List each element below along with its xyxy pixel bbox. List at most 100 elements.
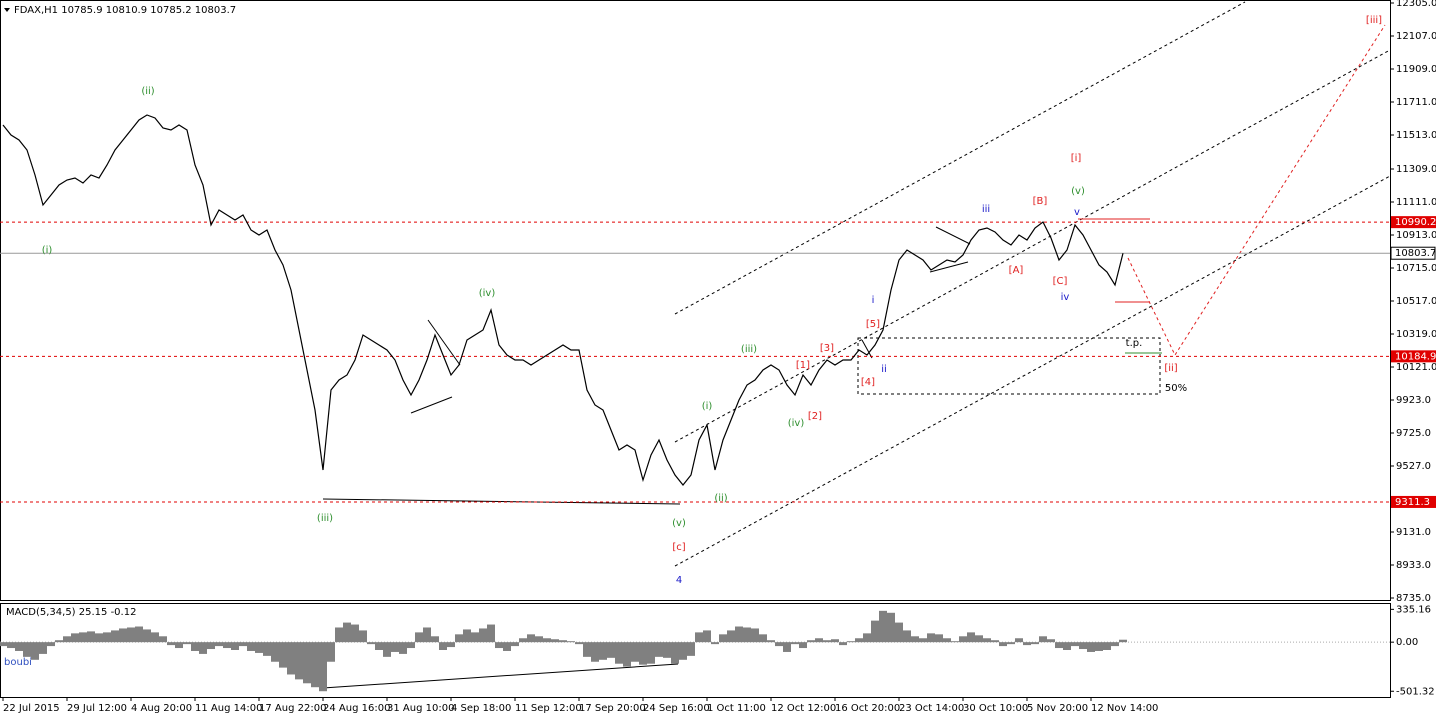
macd-bar: [535, 636, 543, 643]
macd-bar: [335, 627, 343, 643]
y-tick-label: 10121.0: [1396, 362, 1436, 373]
wave-label: [c]: [672, 542, 685, 553]
macd-bar: [263, 642, 271, 656]
y-tick-label: 9725.0: [1396, 428, 1431, 439]
wave-label: (iii): [741, 344, 757, 355]
y-tick-label: 11909.0: [1396, 64, 1436, 75]
y-tick-label: 10715.0: [1396, 263, 1436, 274]
macd-bar: [439, 642, 447, 650]
trend-line: [322, 498, 681, 505]
macd-bar: [1087, 642, 1095, 652]
macd-bar: [879, 610, 887, 643]
macd-bar: [791, 642, 799, 645]
macd-bar: [31, 642, 39, 660]
trend-line: [861, 339, 873, 359]
macd-bar: [527, 634, 535, 643]
wave-label: ii: [881, 364, 887, 375]
x-tick-label: 1 Oct 11:00: [707, 703, 766, 714]
macd-bar: [511, 642, 519, 647]
wave-label: [i]: [1071, 153, 1082, 164]
wave-label: [ii]: [1164, 363, 1177, 374]
last-price-box: [1390, 246, 1436, 260]
x-tick-label: 30 Oct 10:00: [963, 703, 1028, 714]
macd-bar: [375, 642, 383, 650]
macd-bar: [487, 624, 495, 643]
x-tick-label: 12 Oct 12:00: [771, 703, 836, 714]
macd-bar: [239, 642, 247, 647]
y-tick-label: 10913.0: [1396, 230, 1436, 241]
macd-bar: [759, 634, 767, 643]
y-tick-label: 11309.0: [1396, 164, 1436, 175]
macd-bar: [519, 638, 527, 643]
wave-label: [5]: [866, 319, 880, 330]
macd-bar: [23, 642, 31, 657]
macd-bar: [559, 640, 567, 643]
trend-line: [929, 261, 969, 273]
macd-bar: [967, 632, 975, 643]
y-tick-label: 9923.0: [1396, 395, 1431, 406]
macd-bar: [295, 642, 303, 680]
macd-bar: [895, 622, 903, 643]
trend-line: [427, 319, 461, 366]
macd-bar: [631, 642, 639, 662]
macd-bar: [471, 632, 479, 643]
macd-bar: [1031, 642, 1039, 645]
wave-label: i: [872, 295, 875, 306]
macd-bar: [991, 640, 999, 643]
wave-label: [C]: [1053, 276, 1068, 287]
y-tick-label: -501.32: [1396, 686, 1435, 697]
macd-bar: [199, 642, 207, 654]
macd-bar: [15, 642, 23, 651]
macd-bar: [687, 642, 695, 656]
macd-bar: [599, 642, 607, 660]
channel-lines: [674, 1, 1391, 567]
x-tick-label: 5 Nov 20:00: [1027, 703, 1088, 714]
wave-label: (iv): [788, 418, 805, 429]
x-tick-label: 31 Aug 10:00: [387, 703, 454, 714]
macd-bar: [1023, 642, 1031, 646]
macd-bar: [999, 642, 1007, 647]
wave-label: (i): [42, 245, 53, 256]
macd-bar: [935, 634, 943, 643]
y-tick-label: 9527.0: [1396, 461, 1431, 472]
macd-bar: [839, 642, 847, 646]
macd-bar: [7, 642, 15, 649]
macd-bar: [351, 624, 359, 643]
trend-line: [410, 396, 453, 414]
macd-bar: [847, 641, 855, 643]
macd-bar: [1055, 642, 1063, 649]
macd-bar: [567, 641, 575, 643]
last-price-label: 10803.7: [1395, 248, 1436, 259]
wave-label: [3]: [820, 343, 834, 354]
level-label-box: [1391, 350, 1436, 363]
macd-title: MACD(5,34,5) 25.15 -0.12: [6, 607, 136, 618]
macd-bar: [615, 642, 623, 664]
wave-label: (v): [1071, 186, 1085, 197]
macd-bar: [671, 642, 679, 664]
macd-bar: [871, 620, 879, 643]
macd-bar: [87, 631, 95, 643]
macd-bar: [55, 640, 63, 643]
wave-label: [4]: [861, 377, 875, 388]
macd-bar: [767, 640, 775, 643]
y-tick-label: 0.00: [1396, 637, 1418, 648]
macd-bar: [271, 642, 279, 662]
macd-bar: [975, 635, 983, 643]
macd-bar: [1095, 642, 1103, 651]
macd-bar: [831, 639, 839, 643]
macd-bar: [815, 638, 823, 643]
macd-bar: [1103, 642, 1111, 650]
x-tick-label: 4 Sep 18:00: [451, 703, 511, 714]
macd-bar: [863, 633, 871, 643]
macd-bar: [207, 642, 215, 650]
macd-bar: [463, 629, 471, 643]
level-label: 9311.3: [1395, 497, 1430, 508]
macd-bar: [1111, 642, 1119, 647]
wave-label: [1]: [796, 360, 810, 371]
trend-lines: [322, 226, 971, 689]
macd-bar: [711, 642, 719, 645]
y-tick-label: 335.16: [1396, 604, 1431, 615]
macd-bar: [343, 622, 351, 643]
macd-bar: [591, 642, 599, 662]
